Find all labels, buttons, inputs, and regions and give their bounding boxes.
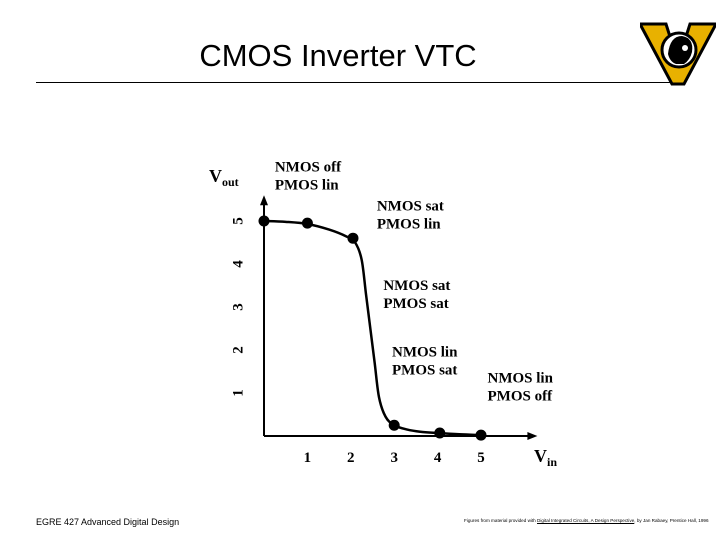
x-tick-label: 2 bbox=[347, 450, 355, 466]
university-logo-icon bbox=[640, 22, 716, 86]
x-axis-title-subscript: in bbox=[547, 455, 557, 469]
credit-prefix: Figures from material provided with bbox=[464, 518, 538, 523]
operating-point-marker bbox=[301, 217, 313, 229]
y-tick-label: 4 bbox=[230, 260, 246, 268]
credit-book-title: Digital Integrated Circuits, A Design Pe… bbox=[537, 518, 635, 523]
y-tick-label: 5 bbox=[230, 217, 246, 225]
region-annotation: NMOS sat PMOS lin bbox=[377, 198, 444, 232]
course-footer: EGRE 427 Advanced Digital Design bbox=[36, 517, 180, 527]
operating-point-marker bbox=[347, 232, 359, 244]
region-annotation: NMOS lin PMOS off bbox=[488, 370, 554, 404]
region-annotation-line: NMOS lin bbox=[488, 370, 554, 386]
region-annotation: NMOS lin PMOS sat bbox=[392, 344, 458, 378]
region-annotation-line: NMOS off bbox=[275, 160, 342, 176]
y-tick-label: 3 bbox=[230, 303, 246, 311]
region-annotation: NMOS off PMOS lin bbox=[275, 160, 342, 194]
y-axis-arrow bbox=[260, 195, 268, 206]
region-annotation-line: PMOS sat bbox=[392, 362, 457, 378]
credit-suffix: , by Jan Rabaey, Prentice Hall, 1996 bbox=[634, 518, 709, 523]
operating-point-marker bbox=[475, 429, 487, 441]
operating-point-marker bbox=[258, 215, 270, 227]
x-tick-label: 1 bbox=[304, 450, 312, 466]
x-tick-label: 5 bbox=[477, 450, 485, 466]
x-axis-arrow bbox=[527, 432, 538, 440]
operating-point-marker bbox=[388, 419, 400, 431]
region-annotation: NMOS sat PMOS sat bbox=[383, 278, 450, 312]
operating-point-marker bbox=[434, 427, 446, 439]
vtc-curve bbox=[263, 219, 482, 437]
x-axis-title: Vin bbox=[534, 446, 557, 469]
region-annotation-line: PMOS off bbox=[488, 388, 554, 404]
y-axis-title: Vout bbox=[209, 166, 239, 189]
region-annotation-line: PMOS lin bbox=[275, 178, 339, 194]
region-annotation-line: NMOS sat bbox=[383, 278, 450, 294]
y-axis-title-subscript: out bbox=[222, 175, 239, 189]
y-tick-label: 1 bbox=[230, 389, 246, 397]
title-divider bbox=[36, 82, 686, 83]
region-annotation-line: PMOS lin bbox=[377, 216, 441, 232]
slide-title: CMOS Inverter VTC bbox=[199, 38, 477, 73]
credit-footer: Figures from material provided with Digi… bbox=[464, 517, 714, 524]
x-tick-label: 3 bbox=[390, 450, 398, 466]
region-annotation-line: NMOS lin bbox=[392, 344, 458, 360]
chart-curve-layer bbox=[263, 219, 482, 437]
y-tick-label: 2 bbox=[230, 346, 246, 354]
region-annotation-line: PMOS sat bbox=[383, 296, 448, 312]
region-annotation-line: NMOS sat bbox=[377, 198, 444, 214]
x-tick-label: 4 bbox=[434, 450, 442, 466]
chart-markers bbox=[258, 215, 487, 441]
